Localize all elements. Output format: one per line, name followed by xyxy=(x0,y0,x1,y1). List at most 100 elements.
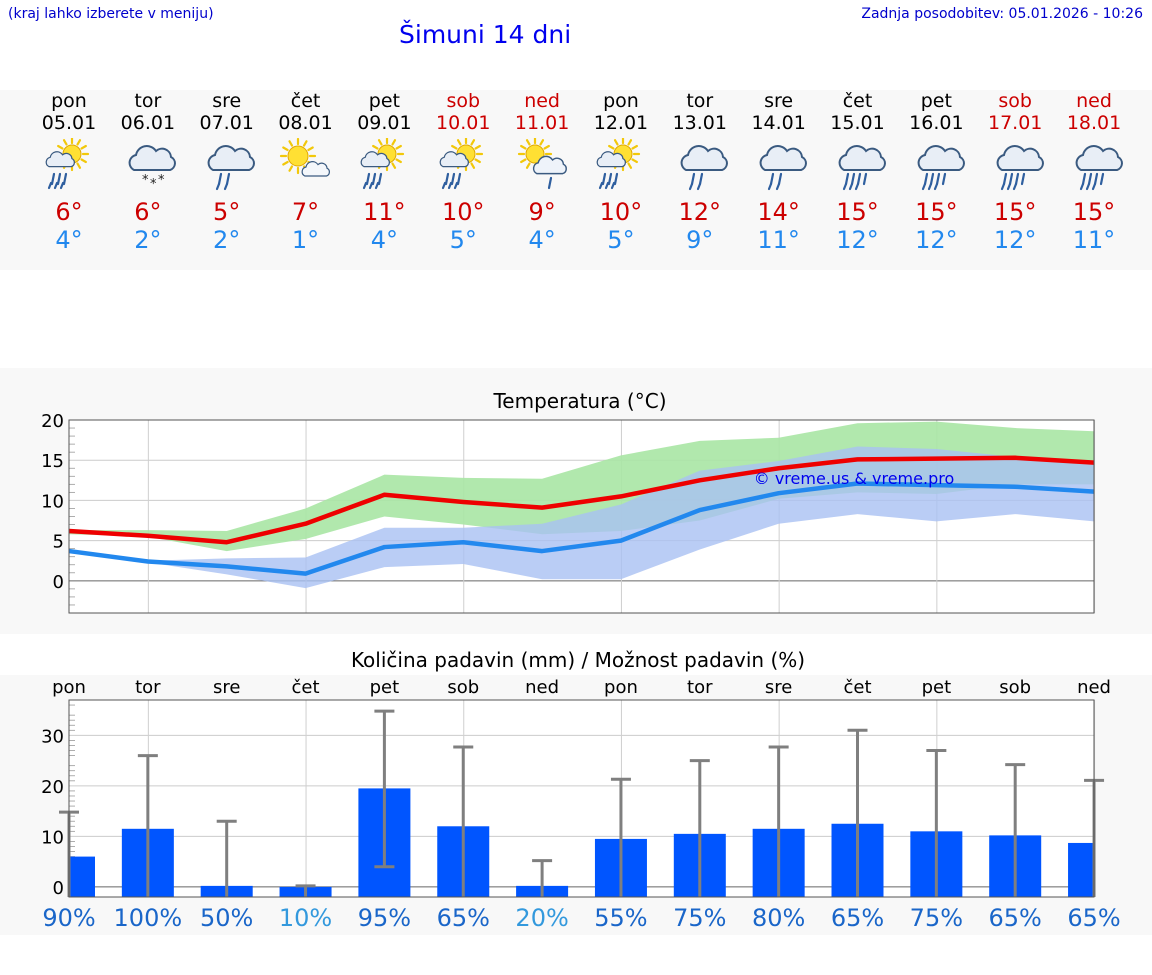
rain-drop xyxy=(605,181,610,190)
precip-day-label: ned xyxy=(1077,677,1111,698)
rain-drop xyxy=(374,181,379,190)
day-date: 10.01 xyxy=(436,112,491,134)
max-temperature: 10° xyxy=(599,198,643,226)
precip-day-label: sre xyxy=(765,677,792,698)
rain-drop xyxy=(59,181,64,190)
day-name: ned xyxy=(524,90,560,112)
rain-drop xyxy=(447,181,452,190)
rain-drop xyxy=(844,172,850,186)
precip-y-tick: 10 xyxy=(41,827,64,848)
day-date: 18.01 xyxy=(1066,112,1122,134)
sun-ray xyxy=(302,140,308,147)
cloud-rain-icon xyxy=(199,138,256,194)
cloud-shape xyxy=(680,145,729,171)
sun-ray xyxy=(470,162,475,169)
cloud-shape xyxy=(45,151,75,168)
sun-ray xyxy=(391,139,396,146)
sun-cloud-rain-icon xyxy=(42,136,98,194)
precip-probability: 90% xyxy=(42,904,95,932)
cloud-outline xyxy=(439,151,469,168)
max-temperature: 12° xyxy=(678,198,722,226)
rain-drop xyxy=(1081,172,1086,186)
rain-drop xyxy=(216,182,221,191)
rain-drop xyxy=(921,182,926,191)
precip-bar xyxy=(69,856,95,897)
sun-ray xyxy=(608,144,616,150)
precip-probability: 55% xyxy=(594,904,647,932)
rain-drop xyxy=(1099,172,1104,186)
cloud-heavy-rain-icon xyxy=(988,138,1044,194)
sun-ray xyxy=(470,139,475,146)
rain-drop xyxy=(856,172,862,186)
temp-frame xyxy=(68,419,1095,614)
sun-ray xyxy=(450,144,458,150)
max-temperature: 14° xyxy=(757,198,800,226)
sun-ray xyxy=(631,144,639,150)
min-temperature: 4° xyxy=(55,226,83,254)
cloud-shape xyxy=(439,151,469,168)
rain-drop xyxy=(691,172,696,186)
cloud-shape xyxy=(1075,145,1123,171)
rain-drop xyxy=(368,181,373,190)
rain-drop xyxy=(941,172,946,186)
max-temperature: 15° xyxy=(915,198,958,226)
snowflake: * xyxy=(150,177,157,192)
rain-drop xyxy=(770,172,775,186)
min-temperature: 1° xyxy=(291,226,320,254)
rain-drop xyxy=(1079,182,1084,191)
rain-drop xyxy=(1012,182,1017,191)
rain-drop xyxy=(1006,182,1011,191)
min-temperature: 12° xyxy=(836,226,879,254)
sun-ray xyxy=(543,144,550,150)
cloud-outline xyxy=(128,145,177,171)
rain-drop xyxy=(923,172,928,186)
day-date: 05.01 xyxy=(41,112,97,134)
precip-probability: 80% xyxy=(752,904,805,932)
max-temperature: 15° xyxy=(836,198,879,226)
sun-cloud-light-rain-icon xyxy=(515,136,571,194)
last-updated: Zadnja posodobitev: 05.01.2026 - 10:26 xyxy=(861,6,1143,22)
day-name: pet xyxy=(920,90,952,112)
min-temperature: 5° xyxy=(449,226,477,254)
rain-drop xyxy=(371,172,376,186)
min-temperature: 2° xyxy=(134,226,162,254)
sun-ray xyxy=(627,162,633,169)
cloud-outline xyxy=(45,151,75,168)
sun-ray xyxy=(395,144,402,150)
rain-drop xyxy=(56,172,61,186)
precip-probability: 20% xyxy=(515,904,568,932)
rain-drop xyxy=(453,181,458,190)
rain-drop xyxy=(365,172,370,186)
day-date: 16.01 xyxy=(909,112,964,134)
precip-chart-title: Količina padavin (mm) / Možnost padavin … xyxy=(351,648,805,672)
rain-drop xyxy=(53,181,58,190)
temp-y-tick: 15 xyxy=(41,451,64,472)
max-temperature: 6° xyxy=(134,198,162,226)
min-temperature: 2° xyxy=(213,226,241,254)
rain-drop xyxy=(768,182,773,191)
day-date: 15.01 xyxy=(830,112,885,134)
temp-y-tick: 10 xyxy=(41,491,64,512)
cloud-outline xyxy=(680,145,729,171)
sun-ray xyxy=(62,139,68,146)
rain-drop xyxy=(1008,172,1013,186)
min-temperature: 11° xyxy=(757,226,800,254)
cloud-shape xyxy=(532,155,567,175)
rain-drop xyxy=(776,182,781,191)
day-name: sob xyxy=(998,90,1032,112)
temp-y-tick: 0 xyxy=(53,572,64,593)
precip-probability: 95% xyxy=(358,904,411,932)
sun-cloud-rain-icon xyxy=(357,136,413,194)
day-date: 14.01 xyxy=(751,112,806,134)
precip-probability: 75% xyxy=(673,904,726,932)
min-range-band xyxy=(69,446,1095,589)
sun-ray xyxy=(456,139,462,146)
rain-drop xyxy=(362,181,367,190)
max-temperature-line xyxy=(68,455,1095,545)
cloud-outline xyxy=(917,145,965,171)
cloud-shape xyxy=(838,145,886,171)
max-temperature: 11° xyxy=(363,198,406,226)
day-date: 08.01 xyxy=(278,112,333,134)
sun-ray xyxy=(474,158,481,164)
sun-ray xyxy=(79,144,87,150)
